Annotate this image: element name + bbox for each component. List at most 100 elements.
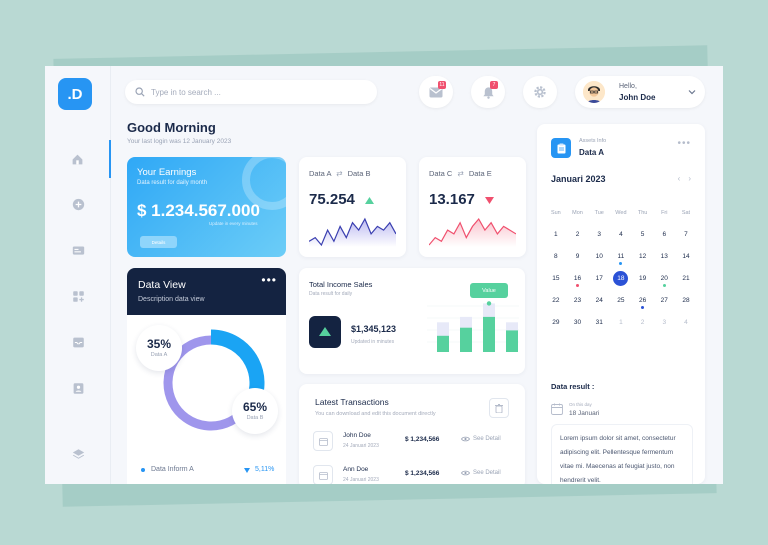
sidebar-item-apps[interactable]: [45, 277, 111, 315]
calendar-day[interactable]: 21: [682, 275, 690, 282]
calendar-day[interactable]: 25: [617, 297, 625, 304]
sidebar-item-add[interactable]: [45, 185, 111, 223]
layers-icon: [72, 448, 84, 459]
calendar-day[interactable]: 3: [597, 231, 602, 238]
eye-icon: [461, 470, 470, 476]
sidebar-item-contacts[interactable]: [45, 369, 111, 407]
calendar-day[interactable]: 24: [595, 297, 603, 304]
income-subtitle: Data result for daily: [309, 291, 353, 297]
calendar-day[interactable]: 19: [638, 275, 647, 282]
data-ab-card: Data A ⇄ Data B 75.254: [299, 157, 406, 257]
see-detail-link[interactable]: See Detail: [461, 436, 501, 442]
assets-subtitle: Assets Info: [579, 138, 607, 144]
last-login-text: Your last login was 12 January 2023: [127, 138, 232, 145]
calendar-day[interactable]: 1: [619, 319, 623, 326]
event-dot: [641, 306, 645, 309]
sidebar-item-home[interactable]: [45, 140, 111, 178]
calendar-day[interactable]: 13: [660, 253, 668, 260]
see-detail-label: See Detail: [473, 436, 501, 442]
see-detail-label: See Detail: [473, 470, 501, 476]
sidebar-item-inbox[interactable]: [45, 323, 111, 361]
calendar-day[interactable]: 3: [662, 319, 667, 326]
search-bar[interactable]: [125, 80, 377, 104]
more-menu-icon[interactable]: •••: [677, 138, 691, 149]
calendar-month: Januari 2023: [551, 174, 606, 184]
earnings-subtitle: Data result for daily month: [137, 180, 208, 186]
data-b-percent: 65%: [242, 400, 268, 414]
see-detail-link[interactable]: See Detail: [461, 470, 501, 476]
calendar-day[interactable]: 20: [653, 270, 675, 287]
app-logo[interactable]: .D: [58, 78, 92, 110]
data-b-label: Data B: [246, 415, 264, 421]
calendar-day[interactable]: 23: [573, 297, 582, 304]
table-row[interactable]: Ann Doe 24 Januari 2023 $ 1,234,566 See …: [313, 465, 513, 484]
data-a-label: Data A: [150, 352, 168, 358]
sidebar-item-layers[interactable]: [45, 435, 111, 473]
notification-badge: 7: [490, 81, 498, 89]
calendar-day[interactable]: 14: [682, 253, 690, 260]
calendar-day[interactable]: 12: [638, 253, 647, 260]
calendar-day[interactable]: 15: [552, 275, 560, 282]
calendar-day[interactable]: 30: [573, 319, 582, 326]
calendar-day[interactable]: 8: [554, 253, 558, 260]
data-b-tab[interactable]: Data B: [347, 169, 371, 178]
table-row[interactable]: John Doe 24 Januari 2023 $ 1,234,566 See…: [313, 431, 513, 453]
calendar-day[interactable]: 1: [554, 231, 558, 238]
on-this-day-label: On this day: [569, 402, 592, 407]
data-view-subtitle: Description data view: [138, 296, 205, 303]
arrow-down-icon: [244, 468, 250, 473]
calendar-day[interactable]: 31: [595, 319, 603, 326]
calendar-weekday: Thu: [637, 209, 648, 216]
calendar-day[interactable]: 22: [552, 297, 560, 304]
mail-icon: [429, 87, 443, 97]
calendar-day[interactable]: 11: [610, 248, 632, 265]
delete-button[interactable]: [489, 398, 509, 418]
calendar-day[interactable]: 4: [684, 319, 688, 326]
calendar-day[interactable]: 9: [575, 253, 580, 260]
search-input[interactable]: [151, 87, 351, 97]
calendar-day[interactable]: 16: [567, 270, 589, 287]
calendar-day[interactable]: 28: [682, 297, 690, 304]
data-a-tab[interactable]: Data A: [309, 169, 332, 178]
notification-button[interactable]: 7: [471, 76, 505, 108]
data-c-tab[interactable]: Data C: [429, 169, 453, 178]
calendar-day[interactable]: 17: [595, 275, 603, 282]
chevron-down-icon[interactable]: [688, 89, 696, 95]
calendar-day[interactable]: 18: [610, 270, 632, 287]
settings-button[interactable]: [523, 76, 557, 108]
calendar-day[interactable]: 26: [632, 292, 654, 309]
chevron-left-icon[interactable]: ‹: [677, 174, 681, 183]
data-ce-card: Data C ⇄ Data E 13.167: [419, 157, 526, 257]
data-e-tab[interactable]: Data E: [468, 169, 492, 178]
calendar-weekday: Mon: [572, 209, 583, 216]
calendar-day[interactable]: 5: [640, 231, 645, 238]
sidebar-item-cards[interactable]: [45, 231, 111, 269]
income-bar: [506, 330, 518, 352]
home-icon: [72, 154, 82, 164]
transactions-title: Latest Transactions: [315, 397, 389, 407]
value-tag: Value: [470, 283, 508, 298]
dashboard-frame: .D 11 7: [45, 66, 723, 484]
data-b-bubble: 65% Data B: [232, 388, 278, 434]
user-menu[interactable]: Hello, John Doe: [575, 76, 705, 108]
data-ce-value: 13.167: [429, 191, 475, 208]
more-menu-icon[interactable]: •••: [261, 273, 277, 287]
income-card: Total Income Sales Data result for daily…: [299, 268, 525, 374]
calendar-day[interactable]: 27: [660, 297, 668, 304]
transaction-amount: $ 1,234,566: [405, 436, 440, 443]
details-button[interactable]: Details: [140, 236, 177, 248]
calendar-day[interactable]: 2: [575, 231, 580, 238]
swap-icon: ⇄: [336, 169, 343, 178]
chevron-right-icon[interactable]: ›: [688, 174, 691, 183]
calendar-day[interactable]: 6: [662, 231, 667, 238]
income-icon-box: [309, 316, 341, 348]
income-value: $1,345,123: [351, 324, 397, 334]
gear-icon: [534, 86, 546, 98]
data-ab-labels: Data A ⇄ Data B: [309, 169, 371, 178]
calendar-day[interactable]: 29: [552, 319, 560, 326]
calendar-day[interactable]: 7: [684, 231, 688, 238]
calendar-day[interactable]: 2: [640, 319, 645, 326]
calendar-day[interactable]: 10: [595, 253, 603, 260]
calendar-day[interactable]: 4: [619, 231, 623, 238]
mail-button[interactable]: 11: [419, 76, 453, 108]
